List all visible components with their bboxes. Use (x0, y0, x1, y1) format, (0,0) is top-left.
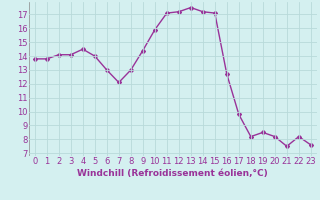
X-axis label: Windchill (Refroidissement éolien,°C): Windchill (Refroidissement éolien,°C) (77, 169, 268, 178)
